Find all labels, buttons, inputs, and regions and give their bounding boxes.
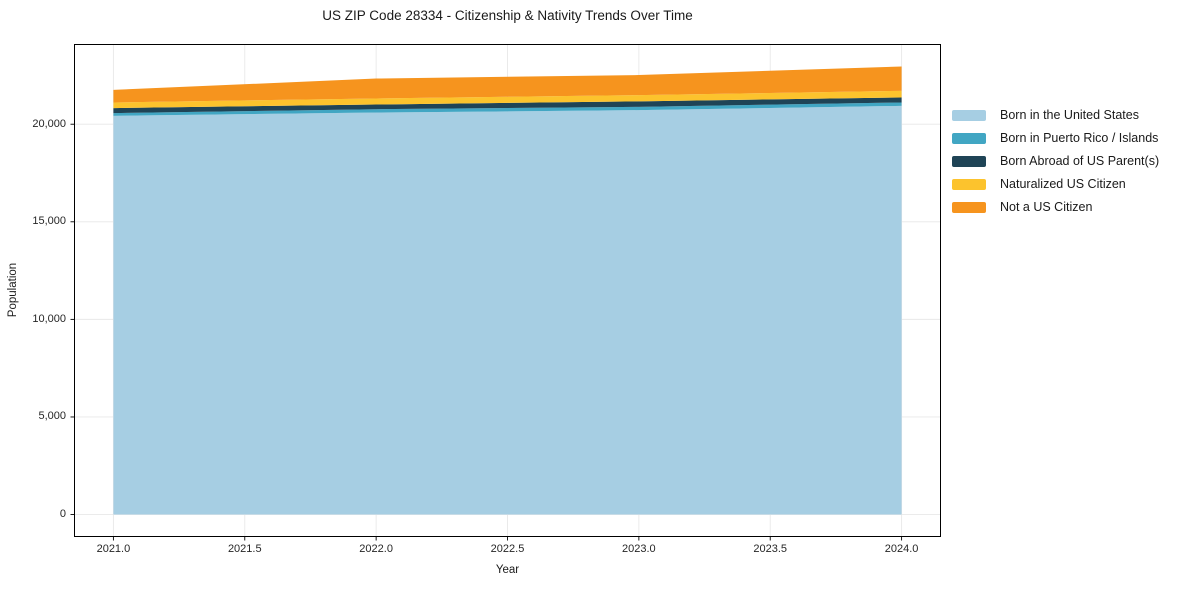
y-tick-label: 0 xyxy=(59,508,66,521)
legend-item: Not a US Citizen xyxy=(952,201,1159,214)
legend: Born in the United States Born in Puerto … xyxy=(952,109,1159,214)
legend-label: Born in Puerto Rico / Islands xyxy=(1000,131,1159,145)
y-tick-label: 15,000 xyxy=(32,215,66,228)
area-born-in-the-united-states xyxy=(113,105,902,515)
legend-label: Naturalized US Citizen xyxy=(1000,177,1126,191)
x-tick-label: 2023.5 xyxy=(753,543,788,555)
y-tick-label: 5,000 xyxy=(38,410,66,423)
y-tick-label: 10,000 xyxy=(32,312,66,325)
area-born-abroad-of-us-parent-s xyxy=(113,97,902,114)
legend-label: Not a US Citizen xyxy=(1000,200,1093,214)
area-naturalized-us-citizen xyxy=(113,90,902,109)
legend-swatch-icon xyxy=(952,110,986,121)
x-axis-label: Year xyxy=(495,564,520,576)
legend-label: Born Abroad of US Parent(s) xyxy=(1000,154,1160,168)
legend-item: Born in the United States xyxy=(952,109,1159,122)
legend-swatch-icon xyxy=(952,179,986,190)
chart-title: US ZIP Code 28334 - Citizenship & Nativi… xyxy=(322,8,693,23)
plot-frame xyxy=(74,44,941,537)
plot-area xyxy=(70,44,941,541)
x-tick-label: 2021.0 xyxy=(96,543,131,555)
x-tick-label: 2021.5 xyxy=(227,543,262,555)
x-tick-label: 2022.5 xyxy=(490,543,525,555)
legend-label: Born in the United States xyxy=(1000,108,1139,122)
legend-swatch-icon xyxy=(952,156,986,167)
x-tick-label: 2024.0 xyxy=(884,543,919,555)
legend-item: Born Abroad of US Parent(s) xyxy=(952,155,1159,168)
legend-item: Naturalized US Citizen xyxy=(952,178,1159,191)
x-tick-label: 2023.0 xyxy=(622,543,656,555)
area-born-in-puerto-rico-islands xyxy=(113,102,902,116)
x-tick-label: 2022.0 xyxy=(359,543,393,555)
legend-swatch-icon xyxy=(952,133,986,144)
legend-swatch-icon xyxy=(952,202,986,213)
y-axis-label: Population xyxy=(7,262,19,318)
area-not-a-us-citizen xyxy=(113,66,902,103)
legend-item: Born in Puerto Rico / Islands xyxy=(952,132,1159,145)
y-tick-label: 20,000 xyxy=(32,117,66,130)
